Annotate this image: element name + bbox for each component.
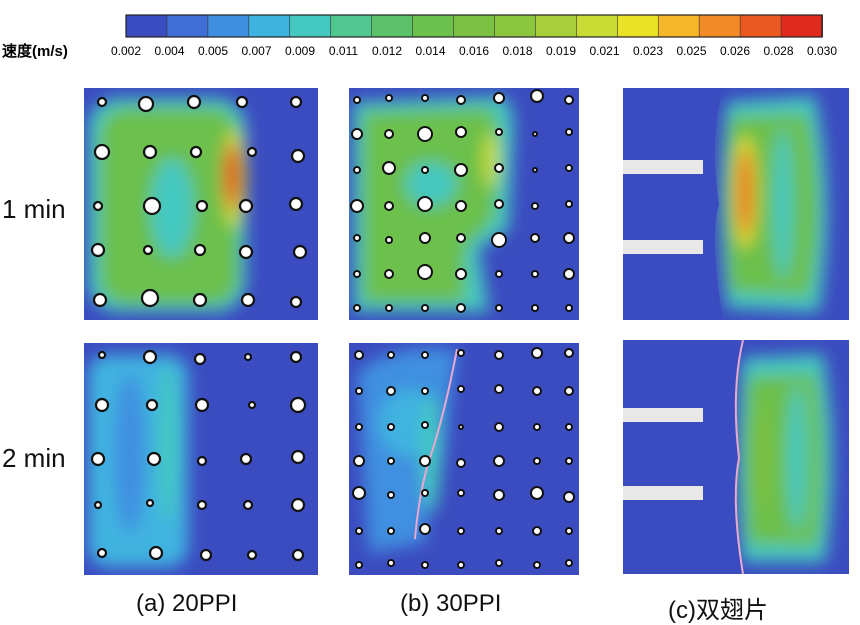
colorbar-cell — [698, 14, 742, 38]
colorbar: 速度(m/s) 0.002 0.004 0.005 0.007 0.009 0.011 0.… — [2, 14, 837, 60]
colorbar-cell — [780, 14, 823, 38]
caption-30ppi: (b) 30PPI — [400, 590, 502, 617]
colorbar-label: 速度(m/s) — [2, 42, 68, 60]
colorbar-frame — [125, 14, 823, 38]
colorbar-tick-label: 0.023 — [633, 44, 663, 58]
colorbar-cell — [576, 14, 619, 38]
colorbar-tick-label: 0.004 — [154, 44, 184, 58]
panel-30ppi-2min — [349, 343, 579, 575]
panel-30ppi-1min — [349, 88, 579, 320]
colorbar-tick-label: 0.011 — [329, 44, 358, 58]
colorbar-tick-label: 0.030 — [807, 44, 837, 58]
colorbar-cell — [289, 14, 332, 38]
colorbar-cell — [371, 14, 414, 38]
panel-fin-2min — [623, 340, 849, 574]
colorbar-cell — [166, 14, 209, 38]
colorbar-tick-label: 0.009 — [285, 44, 315, 58]
caption-double-fin: (c)双翅片 — [668, 597, 768, 624]
colorbar-cell — [535, 14, 578, 38]
row-label-1min: 1 min — [2, 194, 66, 224]
colorbar-tick-label: 0.026 — [720, 44, 750, 58]
colorbar-cell — [412, 14, 455, 38]
row-label-2min: 2 min — [2, 443, 66, 473]
colorbar-cell — [739, 14, 782, 38]
colorbar-tick-label: 0.028 — [763, 44, 793, 58]
colorbar-tick-label: 0.005 — [198, 44, 228, 58]
caption-20ppi: (a) 20PPI — [136, 590, 238, 617]
colorbar-tick-label: 0.018 — [502, 44, 532, 58]
colorbar-tick-label: 0.007 — [241, 44, 271, 58]
panel-fin-1min — [623, 88, 849, 320]
panel-20ppi-2min — [84, 343, 318, 575]
colorbar-ticks: 0.002 0.004 0.005 0.007 0.009 0.011 0.012 0.014… — [111, 44, 837, 58]
colorbar-cell — [657, 14, 701, 38]
panel-20ppi-1min — [84, 88, 318, 320]
colorbar-tick-label: 0.002 — [111, 44, 141, 58]
colorbar-tick-label: 0.012 — [372, 44, 402, 58]
colorbar-cell — [207, 14, 250, 38]
colorbar-cells — [125, 14, 823, 38]
colorbar-tick-label: 0.025 — [676, 44, 706, 58]
colorbar-tick-label: 0.019 — [546, 44, 576, 58]
colorbar-cell — [453, 14, 496, 38]
colorbar-cell — [248, 14, 291, 38]
colorbar-tick-label: 0.021 — [589, 44, 619, 58]
colorbar-cell — [616, 14, 660, 38]
colorbar-cell — [330, 14, 373, 38]
colorbar-cell — [125, 14, 168, 38]
colorbar-tick-label: 0.016 — [459, 44, 489, 58]
colorbar-tick-label: 0.014 — [415, 44, 445, 58]
colorbar-cell — [494, 14, 537, 38]
